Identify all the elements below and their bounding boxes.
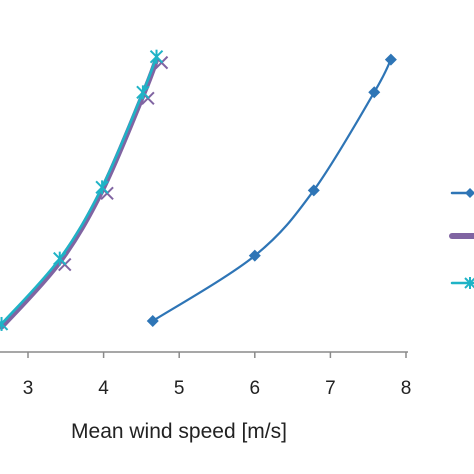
data-point-marker	[149, 49, 164, 64]
data-point-marker	[53, 251, 67, 266]
legend-entry-3	[450, 277, 474, 289]
legend	[449, 188, 474, 289]
data-point-marker	[465, 188, 474, 198]
x-tick-label: 8	[401, 378, 412, 399]
x-tick-label: 7	[325, 378, 336, 399]
plot-series	[0, 49, 397, 331]
x-tick-label: 6	[250, 378, 261, 399]
data-point-marker	[384, 53, 397, 66]
data-point-marker	[0, 316, 9, 331]
data-point-marker	[146, 315, 159, 327]
data-point-marker	[307, 184, 320, 197]
x-axis-tick-labels: 3 4 5 6 7 8	[23, 378, 412, 399]
x-axis-ticks	[27, 352, 407, 358]
data-point-marker	[136, 85, 150, 100]
data-point-marker	[368, 86, 381, 99]
data-point-marker	[95, 180, 109, 195]
x-tick-label: 3	[23, 378, 34, 399]
legend-entry-1	[450, 188, 474, 198]
x-tick-label: 5	[174, 378, 185, 399]
series-line	[151, 58, 392, 323]
series-line	[0, 55, 158, 326]
x-tick-label: 4	[98, 378, 109, 399]
series-3	[0, 49, 164, 331]
series-1	[146, 53, 397, 327]
x-axis-title: Mean wind speed [m/s]	[71, 420, 287, 443]
data-point-marker	[248, 249, 261, 262]
series-line	[0, 56, 160, 330]
data-point-marker	[464, 277, 474, 289]
